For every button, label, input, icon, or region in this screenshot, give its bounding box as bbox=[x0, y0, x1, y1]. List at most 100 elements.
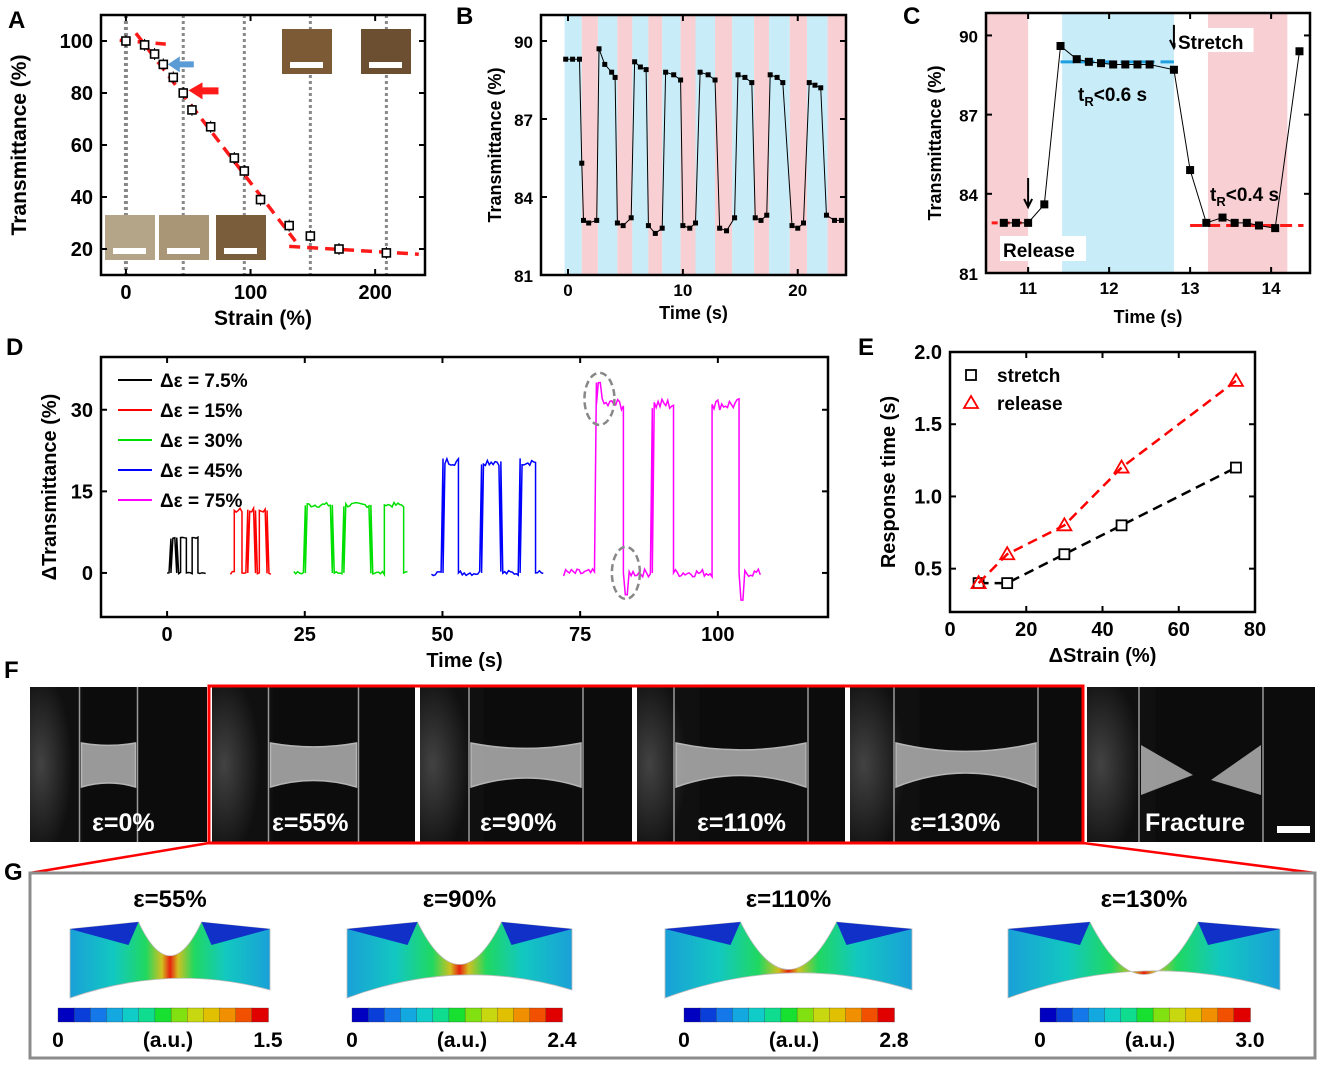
colorbar-segment bbox=[513, 1007, 531, 1023]
data-point bbox=[693, 220, 699, 226]
colorbar-min: 0 bbox=[678, 1029, 690, 1052]
data-point bbox=[800, 220, 806, 226]
data-point bbox=[1169, 65, 1178, 74]
simulation-title: ε=90% bbox=[423, 886, 496, 913]
panel-letter-E: E bbox=[858, 334, 874, 361]
simulation-title: ε=55% bbox=[133, 886, 206, 913]
plot-frame bbox=[539, 13, 848, 277]
data-point bbox=[158, 59, 169, 70]
data-point bbox=[612, 74, 618, 80]
strain-label: ε=55% bbox=[272, 809, 349, 837]
series-line-4 bbox=[562, 381, 761, 601]
stretch-trend-line bbox=[978, 466, 1237, 585]
subscript: R bbox=[1084, 94, 1094, 109]
data-point bbox=[1218, 213, 1227, 222]
pink-band bbox=[754, 15, 770, 275]
colorbar-segment bbox=[529, 1007, 547, 1023]
y-tick-label: 15 bbox=[71, 481, 93, 503]
series-line-2 bbox=[293, 501, 408, 578]
data-point bbox=[767, 72, 773, 78]
colorbar-segment bbox=[1217, 1007, 1235, 1023]
data-point bbox=[823, 212, 829, 218]
data-point bbox=[818, 85, 824, 91]
data-point bbox=[999, 218, 1008, 227]
data-point bbox=[1056, 41, 1065, 50]
colorbar-segment bbox=[1233, 1007, 1251, 1023]
x-tick-label: 75 bbox=[569, 624, 591, 646]
gel-sample bbox=[470, 742, 582, 789]
panel-letter-C: C bbox=[903, 3, 920, 30]
response-time-label: tR<0.4 s bbox=[1210, 185, 1279, 209]
highlight-circle bbox=[610, 545, 642, 601]
colorbar-unit: (a.u.) bbox=[437, 1029, 487, 1052]
stretch-label: Stretch bbox=[1178, 33, 1243, 54]
data-point bbox=[643, 67, 649, 73]
data-point bbox=[1097, 59, 1106, 68]
scale-bar bbox=[1277, 826, 1310, 833]
data-point bbox=[381, 248, 392, 258]
release-trend-line bbox=[977, 379, 1237, 584]
y-tick-label: 81 bbox=[959, 265, 978, 284]
data-point bbox=[632, 59, 638, 65]
subscript: R bbox=[1216, 194, 1226, 209]
colorbar-segment bbox=[351, 1007, 369, 1023]
colorbar-segment bbox=[1120, 1007, 1138, 1023]
colorbar-segment bbox=[845, 1007, 863, 1023]
data-point bbox=[795, 225, 801, 231]
zoom-connector bbox=[29, 841, 210, 875]
data-point bbox=[680, 223, 686, 229]
colorbar-max: 2.8 bbox=[879, 1029, 909, 1052]
strain-label: ε=90% bbox=[480, 809, 557, 837]
colorbar-segment bbox=[57, 1007, 75, 1023]
colorbar-segment bbox=[432, 1007, 450, 1023]
data-point bbox=[594, 217, 600, 223]
y-tick-label: 87 bbox=[959, 107, 978, 126]
data-point bbox=[705, 72, 711, 78]
x-tick-label: 12 bbox=[1100, 279, 1119, 298]
pink-band bbox=[715, 15, 733, 275]
colorbar-min: 0 bbox=[52, 1029, 64, 1052]
response-time-value: <0.4 s bbox=[1226, 185, 1279, 206]
release-arrow-icon bbox=[1023, 177, 1034, 210]
colorbar-segment bbox=[416, 1007, 434, 1023]
x-tick-label: 40 bbox=[1091, 619, 1113, 641]
data-point bbox=[735, 72, 741, 78]
data-point bbox=[671, 72, 677, 78]
colorbar-segment bbox=[716, 1007, 734, 1023]
scale-bar bbox=[224, 248, 257, 254]
x-tick-label: 80 bbox=[1244, 619, 1266, 641]
colorbar-segment bbox=[700, 1007, 717, 1023]
x-axis-label: Time (s) bbox=[659, 303, 728, 323]
data-point bbox=[1202, 218, 1211, 227]
stretch-point bbox=[1058, 548, 1071, 561]
data-point bbox=[620, 223, 626, 229]
blue-band bbox=[564, 15, 582, 275]
photo-frame: ε=110% bbox=[637, 687, 845, 842]
x-tick-label: 100 bbox=[701, 624, 734, 646]
panel-d-chart: Δε = 7.5% Δε = 15% Δε = 30% Δε = 45% Δε = 75… bbox=[39, 355, 830, 672]
x-tick-label: 0 bbox=[162, 624, 173, 646]
data-point bbox=[659, 225, 665, 231]
colorbar-segment bbox=[1104, 1007, 1122, 1023]
data-point bbox=[1040, 200, 1049, 209]
data-point bbox=[1109, 60, 1118, 69]
data-point bbox=[749, 80, 755, 86]
stretch-point bbox=[1115, 519, 1128, 532]
simulation-item: ε=110% 0 (a.u.) 2.8 bbox=[664, 886, 913, 1052]
colorbar-segment bbox=[187, 1007, 205, 1023]
colorbar-min: 0 bbox=[1034, 1029, 1046, 1052]
data-point bbox=[724, 228, 730, 234]
legend-label: Δε = 7.5% bbox=[160, 371, 248, 392]
simulation-item: ε=55% 0 (a.u.) 1.5 bbox=[52, 886, 283, 1052]
simulation-item: ε=130% 0 (a.u.) 3.0 bbox=[1007, 886, 1281, 1052]
colorbar-segment bbox=[219, 1007, 237, 1023]
legend-label: stretch bbox=[997, 366, 1060, 387]
release-label: Release bbox=[1003, 241, 1075, 262]
series-line-3 bbox=[431, 456, 544, 577]
x-tick-label: 0 bbox=[944, 619, 955, 641]
release-point bbox=[1112, 458, 1131, 474]
strain-label: Fracture bbox=[1145, 809, 1245, 837]
colorbar-segment bbox=[106, 1007, 124, 1023]
data-point bbox=[687, 225, 693, 231]
